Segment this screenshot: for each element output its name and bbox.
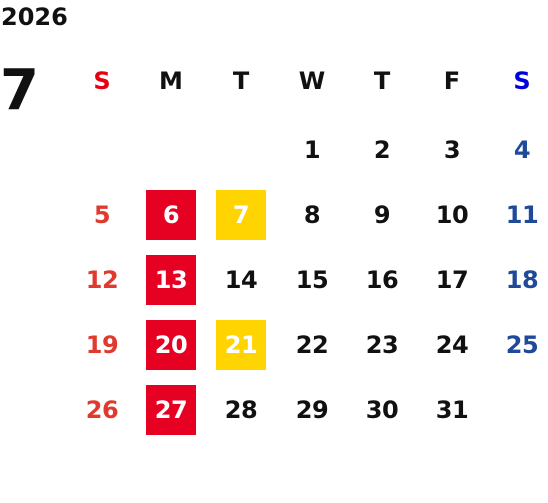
date-12[interactable]: 12	[85, 266, 119, 294]
weekday-header-mon: M	[159, 67, 183, 95]
weekday-header-wed: W	[298, 67, 326, 95]
date-1[interactable]: 1	[303, 136, 321, 164]
date-20[interactable]: 20	[146, 320, 196, 370]
date-5[interactable]: 5	[93, 201, 111, 229]
date-27[interactable]: 27	[146, 385, 196, 435]
date-23[interactable]: 23	[365, 331, 399, 359]
date-18[interactable]: 18	[505, 266, 539, 294]
date-31[interactable]: 31	[435, 396, 469, 424]
date-14[interactable]: 14	[224, 266, 258, 294]
date-16[interactable]: 16	[365, 266, 399, 294]
date-29[interactable]: 29	[295, 396, 329, 424]
date-4[interactable]: 4	[513, 136, 531, 164]
date-6[interactable]: 6	[146, 190, 196, 240]
date-8[interactable]: 8	[303, 201, 321, 229]
date-10[interactable]: 10	[435, 201, 469, 229]
weekday-header-sat: S	[513, 67, 531, 95]
date-2[interactable]: 2	[373, 136, 391, 164]
date-3[interactable]: 3	[443, 136, 461, 164]
weekday-header-fri: F	[443, 67, 461, 95]
date-17[interactable]: 17	[435, 266, 469, 294]
weekday-header-tue: T	[232, 67, 250, 95]
weekday-header-thu: T	[373, 67, 391, 95]
date-11[interactable]: 11	[505, 201, 539, 229]
date-26[interactable]: 26	[85, 396, 119, 424]
date-19[interactable]: 19	[85, 331, 119, 359]
date-9[interactable]: 9	[373, 201, 391, 229]
weekday-header-sun: S	[93, 67, 111, 95]
year-label: 2026	[1, 3, 68, 31]
date-28[interactable]: 28	[224, 396, 258, 424]
date-25[interactable]: 25	[505, 331, 539, 359]
date-15[interactable]: 15	[295, 266, 329, 294]
month-label: 7	[0, 58, 39, 123]
date-13[interactable]: 13	[146, 255, 196, 305]
date-7[interactable]: 7	[216, 190, 266, 240]
date-24[interactable]: 24	[435, 331, 469, 359]
date-30[interactable]: 30	[365, 396, 399, 424]
date-22[interactable]: 22	[295, 331, 329, 359]
date-21[interactable]: 21	[216, 320, 266, 370]
